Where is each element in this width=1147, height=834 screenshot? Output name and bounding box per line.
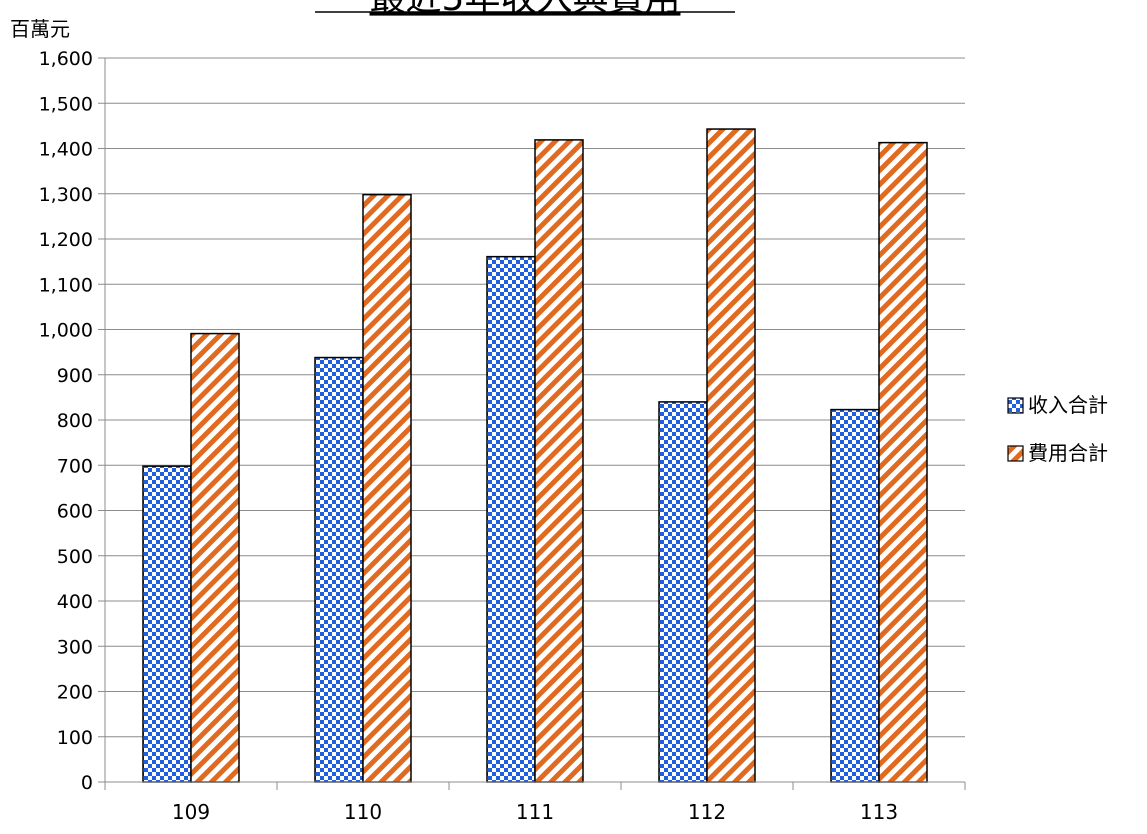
bar-income-110 bbox=[314, 356, 364, 783]
y-tick-label: 1,400 bbox=[39, 139, 93, 161]
bars bbox=[142, 128, 928, 783]
y-tick-label: 900 bbox=[57, 365, 93, 387]
bar-expense-110 bbox=[362, 193, 412, 783]
y-tick-label: 1,200 bbox=[39, 229, 93, 251]
bar-expense-112 bbox=[706, 128, 756, 783]
y-tick-label: 1,500 bbox=[39, 93, 93, 115]
bar-income-112 bbox=[658, 401, 708, 783]
bar-expense-109 bbox=[190, 332, 240, 783]
y-tick-label: 600 bbox=[57, 501, 93, 523]
y-tick-label: 1,300 bbox=[39, 184, 93, 206]
legend-label-income: 收入合計 bbox=[1028, 393, 1108, 417]
y-axis-tick-labels: 0 100 200 300 400 500 600 700 800 900 1,000 1,100 1,… bbox=[39, 48, 93, 794]
y-tick-label: 0 bbox=[81, 772, 93, 794]
legend-label-expense: 費用合計 bbox=[1028, 441, 1108, 465]
legend-swatch-expense bbox=[1007, 445, 1024, 462]
x-tick-label: 113 bbox=[860, 800, 898, 824]
bar-income-111 bbox=[486, 255, 536, 783]
x-tick-label: 109 bbox=[172, 800, 210, 824]
y-tick-label: 400 bbox=[57, 591, 93, 613]
bar-expense-113 bbox=[878, 141, 928, 783]
x-axis-tick-labels: 109 110 111 112 113 bbox=[172, 800, 898, 824]
y-tick-label: 700 bbox=[57, 455, 93, 477]
axes bbox=[104, 58, 966, 790]
y-tick-label: 1,100 bbox=[39, 274, 93, 296]
x-tick-label: 112 bbox=[688, 800, 726, 824]
x-tick-label: 111 bbox=[516, 800, 554, 824]
y-tick-label: 200 bbox=[57, 682, 93, 704]
y-axis-unit-label: 百萬元 bbox=[10, 17, 70, 41]
y-tick-label: 800 bbox=[57, 410, 93, 432]
legend-swatch-income bbox=[1007, 397, 1024, 414]
y-tick-label: 1,000 bbox=[39, 320, 93, 342]
y-tick-label: 300 bbox=[57, 636, 93, 658]
bar-income-113 bbox=[830, 408, 880, 783]
y-tick-label: 1,600 bbox=[39, 48, 93, 70]
bar-expense-111 bbox=[534, 139, 584, 783]
x-tick-label: 110 bbox=[344, 800, 382, 824]
y-tick-label: 500 bbox=[57, 546, 93, 568]
bar-income-109 bbox=[142, 465, 192, 783]
y-tick-label: 100 bbox=[57, 727, 93, 749]
chart-title: 最近5年收入與費用 bbox=[370, 0, 681, 19]
